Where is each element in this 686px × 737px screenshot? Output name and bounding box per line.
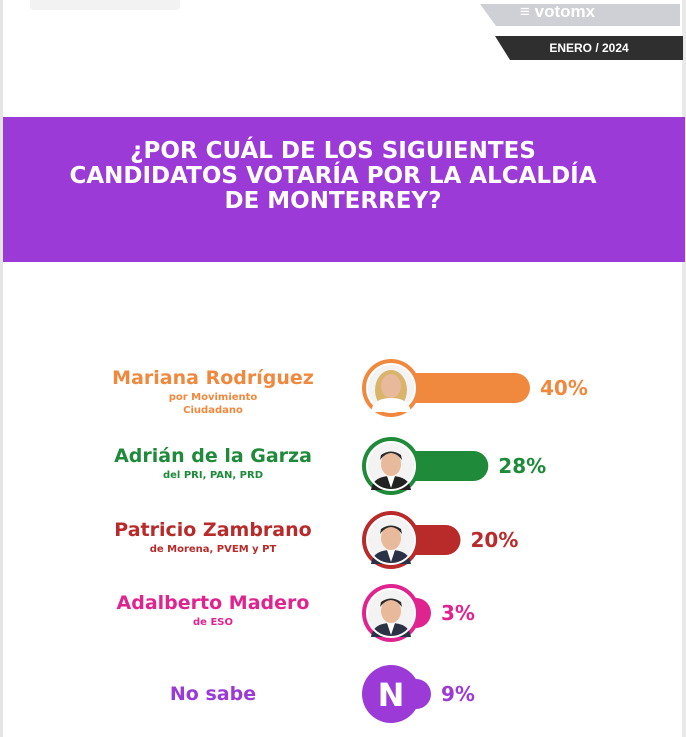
avatar-letter: N — [378, 676, 405, 714]
party-label: por Movimiento — [169, 392, 258, 403]
value-label: 40% — [540, 376, 588, 400]
avatar-n-badge — [366, 669, 416, 719]
bar — [391, 373, 530, 403]
value-label: 28% — [498, 454, 546, 478]
candidate-photo — [366, 588, 416, 638]
brand-logo: ≡ votomx — [520, 2, 595, 22]
candidate-name: Mariana Rodríguez — [112, 367, 314, 389]
left-edge — [0, 0, 3, 737]
party-label: del PRI, PAN, PRD — [163, 470, 263, 481]
value-label: 3% — [441, 601, 475, 625]
date-tag: ENERO / 2024 — [495, 36, 683, 60]
chart-row: 20% Patricio Zambrano de Morena, PVEM y PT — [114, 511, 518, 569]
brand-name: votomx — [534, 2, 596, 21]
value-label: 9% — [441, 682, 475, 706]
question-title: ¿POR CUÁL DE LOS SIGUIENTES CANDIDATOS V… — [69, 138, 597, 214]
chart-row: 40% Mariana Rodríguez por Movimiento Ciudad… — [112, 359, 588, 417]
candidate-photo — [366, 363, 416, 413]
brand-tab — [480, 4, 680, 26]
chart-row: 28% Adrián de la Garza del PRI, PAN, PRD — [114, 437, 546, 495]
top-tab — [30, 0, 180, 10]
question-banner: ¿POR CUÁL DE LOS SIGUIENTES CANDIDATOS V… — [3, 117, 685, 262]
candidate-name: Adrián de la Garza — [114, 445, 312, 467]
candidate-name: Patricio Zambrano — [114, 519, 311, 541]
party-label: de Morena, PVEM y PT — [150, 544, 277, 555]
value-label: 20% — [471, 528, 519, 552]
candidate-name: Adalberto Madero — [117, 592, 310, 614]
candidate-photo — [366, 441, 416, 491]
candidate-name: No sabe — [170, 683, 256, 705]
chart-row: 3% Adalberto Madero de ESO — [117, 584, 475, 642]
party-label: de ESO — [193, 617, 233, 628]
chart-row: N 9% No sabe — [170, 665, 475, 723]
party-label: Ciudadano — [183, 405, 243, 416]
candidate-photo — [366, 515, 416, 565]
logo-icon: ≡ — [520, 2, 530, 21]
right-edge — [682, 0, 686, 737]
